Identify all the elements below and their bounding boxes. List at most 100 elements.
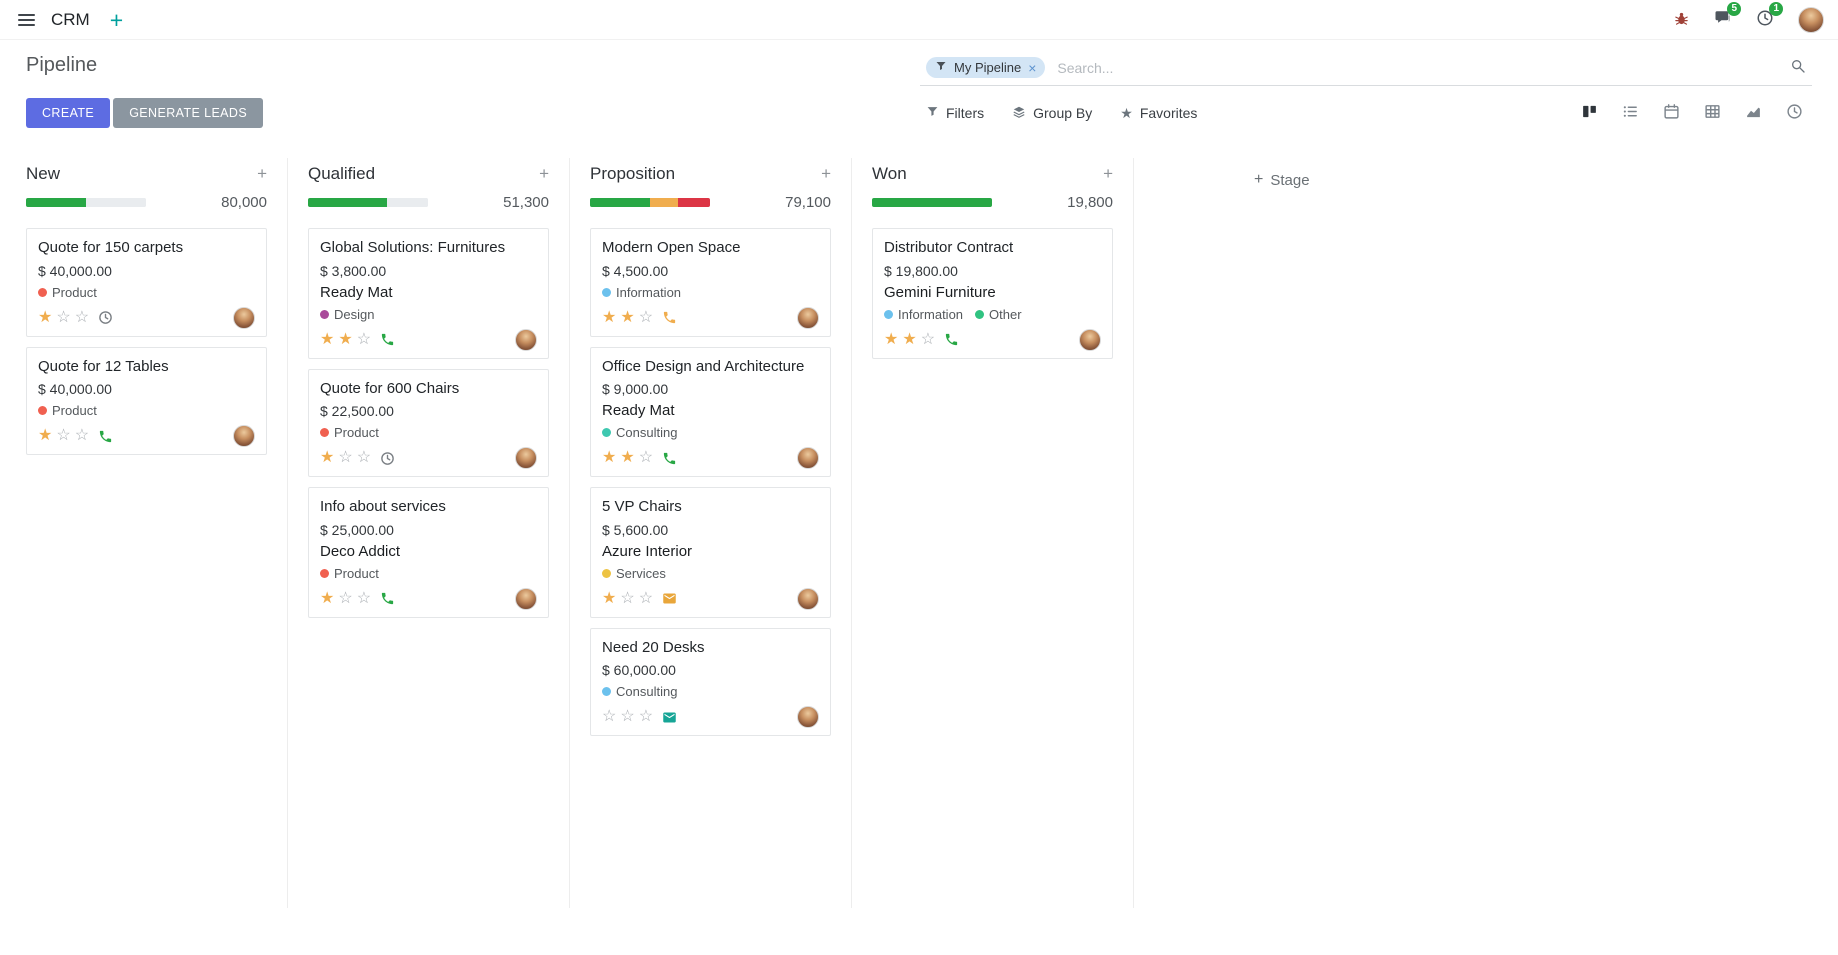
activity-clock-icon[interactable] [380, 451, 395, 466]
star-empty-icon[interactable]: ☆ [56, 308, 71, 326]
kanban-card[interactable]: Quote for 150 carpets $ 40,000.00 Produc… [26, 228, 267, 337]
star-filled-icon[interactable]: ★ [338, 330, 353, 348]
progress-segment-success[interactable] [308, 198, 388, 207]
calendar-view-button[interactable] [1654, 98, 1689, 128]
search-options: Filters Group By ★ Favorites [920, 105, 1197, 122]
activity-clock-icon[interactable] [98, 310, 113, 325]
kanban-card[interactable]: Modern Open Space $ 4,500.00 Information… [590, 228, 831, 337]
app-name[interactable]: CRM [51, 9, 90, 29]
kanban-card[interactable]: Info about services $ 25,000.00 Deco Add… [308, 487, 549, 618]
kanban-card[interactable]: 5 VP Chairs $ 5,600.00 Azure Interior Se… [590, 487, 831, 618]
kanban-view-button[interactable] [1572, 98, 1607, 128]
activity-phone-icon[interactable] [662, 451, 677, 466]
star-empty-icon[interactable]: ☆ [338, 449, 353, 466]
star-filled-icon[interactable]: ★ [620, 308, 635, 326]
kanban-view-icon [1581, 103, 1598, 123]
column-quick-add-icon[interactable]: + [1103, 164, 1113, 183]
column-title[interactable]: New [26, 164, 61, 183]
search-bar[interactable]: My Pipeline × [920, 54, 1812, 86]
progress-segment-danger[interactable] [677, 198, 710, 207]
messages-button[interactable]: 5 [1714, 2, 1741, 30]
activity-phone-icon[interactable] [380, 591, 395, 606]
star-empty-icon[interactable]: ☆ [638, 708, 654, 725]
star-filled-icon[interactable]: ★ [320, 330, 335, 348]
activity-phone-icon[interactable] [944, 332, 959, 347]
column-counter: 19,800 [1067, 194, 1113, 211]
kanban-card[interactable]: Global Solutions: Furnitures $ 3,800.00 … [308, 228, 549, 359]
list-view-button[interactable] [1613, 98, 1648, 128]
progress-segment-success[interactable] [26, 198, 86, 207]
card-amount: $ 25,000.00 [320, 521, 394, 538]
progress-segment-empty[interactable] [387, 198, 428, 207]
group-by-button[interactable]: Group By [1012, 105, 1092, 122]
star-filled-icon[interactable]: ★ [884, 330, 899, 348]
star-empty-icon[interactable]: ☆ [356, 589, 372, 607]
star-empty-icon[interactable]: ☆ [56, 427, 71, 444]
add-stage-column[interactable]: + Stage [1254, 168, 1310, 192]
star-filled-icon[interactable]: ★ [602, 308, 617, 326]
star-filled-icon[interactable]: ★ [602, 589, 617, 607]
star-empty-icon[interactable]: ☆ [620, 708, 635, 725]
star-empty-icon[interactable]: ☆ [638, 449, 654, 466]
kanban-card[interactable]: Office Design and Architecture $ 9,000.0… [590, 346, 831, 477]
kanban-card[interactable]: Need 20 Desks $ 60,000.00 Consulting ☆ ☆ ☆ [590, 627, 831, 736]
progress-segment-success[interactable] [590, 198, 650, 207]
star-empty-icon[interactable]: ☆ [74, 308, 90, 326]
kanban-card[interactable]: Distributor Contract $ 19,800.00 Gemini … [872, 228, 1113, 359]
star-filled-icon[interactable]: ★ [902, 330, 917, 348]
star-empty-icon[interactable]: ☆ [602, 708, 617, 725]
pivot-view-button[interactable] [1695, 98, 1730, 128]
star-filled-icon[interactable]: ★ [320, 589, 335, 607]
column-title[interactable]: Qualified [308, 164, 376, 183]
star-filled-icon[interactable]: ★ [320, 449, 335, 466]
column-quick-add-icon[interactable]: + [821, 164, 831, 183]
column-progressbar [26, 198, 146, 207]
activity-view-button[interactable] [1777, 98, 1812, 128]
activity-mail-icon[interactable] [662, 591, 677, 606]
debug-button[interactable] [1673, 10, 1690, 30]
column-title[interactable]: Proposition [590, 164, 676, 183]
generate-leads-button[interactable]: GENERATE LEADS [113, 98, 264, 128]
card-amount: $ 40,000.00 [38, 381, 112, 397]
tag-label: Consulting [616, 425, 678, 440]
apps-menu-button[interactable] [14, 10, 39, 30]
create-button[interactable]: CREATE [26, 98, 111, 128]
activities-button[interactable]: 1 [1756, 2, 1783, 30]
calendar-view-icon [1663, 103, 1680, 123]
user-menu-button[interactable] [1798, 6, 1824, 33]
activity-phone-icon[interactable] [662, 310, 677, 325]
activity-phone-icon[interactable] [98, 429, 113, 444]
quick-create-button[interactable]: + [110, 8, 123, 31]
star-empty-icon[interactable]: ☆ [356, 330, 372, 348]
column-quick-add-icon[interactable]: + [539, 164, 549, 183]
kanban-card[interactable]: Quote for 12 Tables $ 40,000.00 Product … [26, 346, 267, 455]
column-quick-add-icon[interactable]: + [257, 164, 267, 183]
star-filled-icon[interactable]: ★ [602, 449, 617, 466]
star-empty-icon[interactable]: ☆ [638, 589, 654, 607]
star-empty-icon[interactable]: ☆ [74, 427, 90, 444]
star-empty-icon[interactable]: ☆ [620, 589, 635, 607]
star-filled-icon[interactable]: ★ [38, 427, 53, 444]
progress-segment-warning[interactable] [650, 198, 678, 207]
facet-remove-icon[interactable]: × [1028, 59, 1037, 76]
star-filled-icon[interactable]: ★ [38, 308, 53, 326]
column-counter: 79,100 [785, 194, 831, 211]
activity-phone-icon[interactable] [380, 332, 395, 347]
column-title[interactable]: Won [872, 164, 907, 183]
card-tag: Product [320, 425, 379, 440]
progress-segment-success[interactable] [872, 198, 992, 207]
favorites-button[interactable]: ★ Favorites [1120, 105, 1197, 122]
graph-view-button[interactable] [1736, 98, 1771, 128]
star-filled-icon[interactable]: ★ [620, 449, 635, 466]
filters-button[interactable]: Filters [926, 105, 984, 122]
top-navbar: CRM + 5 1 [0, 0, 1838, 40]
kanban-card[interactable]: Quote for 600 Chairs $ 22,500.00 Product… [308, 368, 549, 477]
star-empty-icon[interactable]: ☆ [356, 449, 372, 466]
star-empty-icon[interactable]: ☆ [920, 330, 936, 348]
star-empty-icon[interactable]: ☆ [638, 308, 654, 326]
activity-mail-icon[interactable] [662, 710, 677, 725]
search-button[interactable] [1790, 58, 1806, 77]
search-input[interactable] [1055, 58, 1780, 77]
star-empty-icon[interactable]: ☆ [338, 589, 353, 607]
progress-segment-empty[interactable] [86, 198, 146, 207]
